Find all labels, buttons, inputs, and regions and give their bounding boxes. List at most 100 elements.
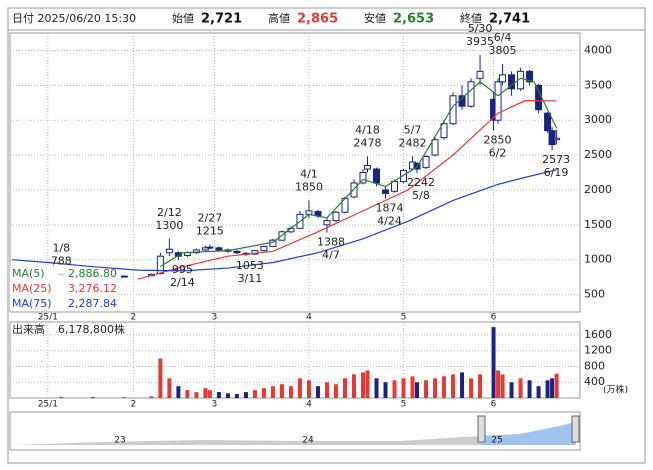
volume-bar	[122, 397, 127, 398]
candle-body	[431, 139, 439, 156]
volume-bar	[351, 374, 356, 398]
annotation-date: 1/8	[52, 241, 70, 254]
volume-bar	[149, 396, 154, 398]
annotation-value: 1215	[196, 225, 224, 238]
volume-unit: (万株)	[603, 384, 628, 396]
volume-bar	[478, 374, 483, 398]
volume-bar	[158, 358, 163, 398]
x-tick-label: 3	[212, 313, 218, 323]
legend-value: 2,886.80	[68, 267, 117, 280]
volume-tick-label: 800	[584, 359, 605, 372]
volume-bar	[469, 378, 474, 398]
annotation-date: 2/14	[170, 276, 195, 289]
annotation-value: 1053	[236, 259, 264, 272]
volume-bar	[365, 370, 370, 398]
volume-bar	[270, 386, 275, 398]
volume-bar	[360, 372, 365, 398]
candle-body	[332, 211, 340, 222]
volume-bar	[374, 378, 379, 398]
candle-body	[494, 81, 502, 121]
navigator-handle[interactable]	[477, 415, 486, 443]
header-label: 始値	[172, 11, 194, 25]
candle-body	[499, 74, 507, 83]
y-tick-label: 2500	[584, 148, 612, 161]
volume-bar	[297, 378, 302, 398]
candle-body	[192, 249, 200, 254]
volume-bar	[550, 378, 555, 398]
volume-bar	[518, 378, 523, 398]
navigator-label: 25	[491, 436, 502, 446]
volume-total: 6,178,800株	[58, 322, 125, 336]
y-tick-label: 2000	[584, 183, 612, 196]
candle-body	[372, 168, 380, 184]
candle-body	[508, 74, 516, 90]
y-tick-label: 500	[584, 288, 605, 301]
navigator-handle[interactable]	[571, 415, 580, 443]
x-tick-label: 5	[401, 313, 407, 323]
candle-body	[548, 130, 556, 146]
candle-body	[260, 245, 268, 252]
candle-body	[363, 165, 371, 170]
candle-body	[449, 95, 457, 125]
volume-bar	[207, 390, 212, 398]
volume-bar	[451, 374, 456, 398]
y-tick-label: 3500	[584, 78, 612, 91]
annotation-date: 4/7	[322, 249, 340, 262]
annotation-date: 6/2	[489, 147, 507, 160]
y-tick-label: 3000	[584, 113, 612, 126]
legend-value: 3,276.12	[68, 282, 117, 295]
candle-body	[323, 220, 331, 226]
annotation-date: 5/7	[404, 123, 422, 136]
x-tick-label: 6	[491, 313, 497, 323]
legend-name: MA(25)	[12, 282, 52, 295]
annotation-date: 4/18	[355, 124, 380, 137]
annotation-value: 1300	[155, 219, 183, 232]
candle-body	[391, 181, 399, 192]
navigator-label: 23	[114, 436, 125, 446]
price-panel	[9, 32, 581, 313]
volume-bar	[243, 392, 248, 398]
y-tick-label: 1000	[584, 253, 612, 266]
volume-bar	[554, 373, 559, 398]
volume-bar	[460, 372, 465, 398]
annotation-date: 2/27	[198, 212, 223, 225]
candle-body	[535, 84, 543, 111]
candle-body	[526, 70, 534, 83]
x-tick-label: 5	[401, 400, 407, 410]
annotation-date: 3/11	[238, 272, 263, 285]
legend-bg	[10, 296, 118, 310]
candle-body	[440, 123, 448, 139]
candle-body	[544, 112, 552, 132]
annotation-date: 4/1	[300, 167, 318, 180]
volume-bar	[383, 382, 388, 398]
navigator-label: 24	[302, 436, 314, 446]
annotation-value: 2482	[399, 136, 427, 149]
annotation-value: 1874	[375, 202, 403, 215]
x-tick-label: 3	[212, 400, 218, 410]
volume-bar	[415, 382, 420, 398]
candle-body	[165, 248, 173, 254]
candle-body	[215, 247, 223, 251]
x-tick-label: 25/1	[38, 313, 58, 323]
annotation-value: 995	[172, 263, 193, 276]
candle-body	[233, 250, 241, 254]
ma-line	[11, 169, 557, 272]
volume-bar	[536, 386, 541, 398]
volume-bar	[252, 390, 257, 398]
volume-tick-label: 1600	[584, 328, 612, 341]
annotation-value: 2242	[407, 176, 435, 189]
annotation-date: 5/30	[468, 22, 493, 35]
navigator-selection	[480, 422, 576, 445]
candle-body	[120, 275, 128, 278]
annotation-value: 1388	[317, 236, 345, 249]
volume-bar	[234, 394, 239, 398]
annotation-value: 2573	[542, 153, 570, 166]
legend-bg	[10, 266, 118, 280]
candle-body	[201, 247, 209, 251]
header-value: 2,653	[393, 12, 434, 27]
y-tick-label: 1500	[584, 218, 612, 231]
volume-bar	[333, 384, 338, 398]
x-tick-label: 2	[130, 313, 136, 323]
